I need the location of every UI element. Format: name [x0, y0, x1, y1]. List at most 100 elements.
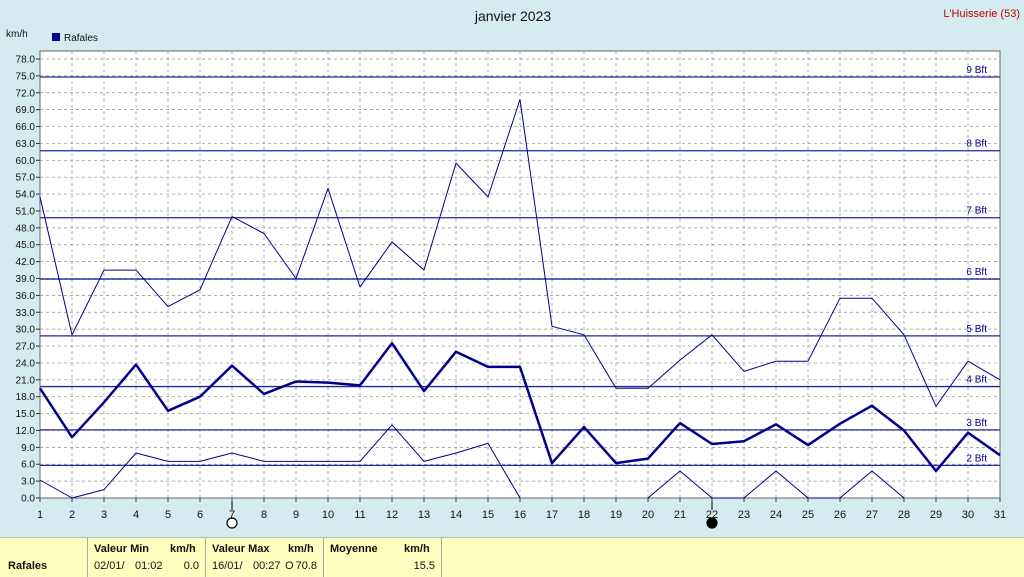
x-tick-label: 20 [642, 509, 654, 521]
max-date: 16/01/ [212, 560, 243, 572]
x-tick-label: 22 [706, 509, 718, 521]
x-tick-label: 11 [354, 509, 365, 521]
x-tick-label: 28 [898, 509, 910, 521]
wind-gust-chart: janvier 2023 L'Huisserie (53) km/h Rafal… [6, 8, 1020, 529]
y-tick-label: 69.0 [16, 105, 36, 116]
y-tick-label: 30.0 [16, 325, 36, 336]
y-tick-label: 18.0 [16, 392, 36, 403]
beaufort-lines: 2 Bft 3 Bft 4 Bft 5 Bft 6 Bft 7 Bft 8 Bft 9 Bft [40, 65, 1000, 467]
avg-unit: km/h [404, 543, 430, 555]
y-tick-label: 60.0 [16, 156, 36, 167]
beaufort-label: 2 Bft [966, 453, 987, 464]
y-tick-label: 66.0 [16, 122, 36, 133]
x-tick-label: 2 [69, 509, 75, 521]
y-tick-label: 42.0 [16, 257, 36, 268]
legend-swatch [52, 33, 60, 41]
y-tick-label: 12.0 [16, 426, 36, 437]
x-tick-label: 27 [866, 509, 878, 521]
x-tick-label: 9 [293, 509, 299, 521]
stats-max-cell: Valeur Max km/h 16/01/ 00:27 O 70.8 [206, 538, 324, 577]
x-tick-label: 14 [450, 509, 462, 521]
y-tick-label: 24.0 [16, 358, 36, 369]
y-tick-label: 6.0 [21, 460, 35, 471]
x-tick-label: 13 [418, 509, 430, 521]
beaufort-label: 3 Bft [966, 418, 987, 429]
x-tick-label: 29 [930, 509, 942, 521]
x-tick-label: 7 [229, 509, 235, 521]
stats-label-cell: Rafales [0, 538, 88, 577]
y-tick-label: 51.0 [16, 206, 36, 217]
x-tick-label: 26 [834, 509, 846, 521]
y-tick-label: 75.0 [16, 71, 36, 82]
beaufort-label: 8 Bft [966, 139, 987, 150]
y-tick-label: 57.0 [16, 173, 36, 184]
y-tick-label: 3.0 [21, 477, 35, 488]
x-tick-label: 1 [37, 509, 43, 521]
x-axis-ticks: 1 2 3 4 5 6 7 8 9 10 11 12 13 14 15 16 17 18 19 20 21 22 23 24 2… [37, 498, 1006, 521]
y-tick-label: 36.0 [16, 291, 36, 302]
beaufort-label: 9 Bft [966, 65, 987, 76]
max-direction: O [285, 560, 294, 572]
beaufort-label: 5 Bft [966, 324, 987, 335]
max-unit: km/h [288, 543, 314, 555]
series-line-min [647, 470, 905, 499]
beaufort-label: 7 Bft [966, 206, 987, 217]
beaufort-label: 4 Bft [966, 375, 987, 386]
x-tick-label: 19 [610, 509, 622, 521]
stats-avg-cell: Moyenne km/h 15.5 [324, 538, 442, 577]
x-tick-label: 8 [261, 509, 267, 521]
y-tick-label: 72.0 [16, 88, 36, 99]
x-tick-label: 4 [133, 509, 139, 521]
series-line-moyenne [38, 341, 1001, 473]
x-tick-label: 12 [386, 509, 398, 521]
y-tick-label: 9.0 [21, 443, 35, 454]
y-tick-label: 21.0 [16, 375, 36, 386]
open-circle-marker [226, 517, 238, 529]
max-time: 00:27 [253, 560, 281, 572]
x-tick-label: 16 [514, 509, 526, 521]
max-value: 70.8 [295, 560, 317, 572]
min-date: 02/01/ [94, 560, 125, 572]
min-time: 01:02 [135, 560, 163, 572]
avg-header: Moyenne [330, 543, 378, 555]
x-tick-label: 3 [101, 509, 107, 521]
stats-bar: Rafales Valeur Min km/h 02/01/ 01:02 0.0… [0, 537, 1024, 577]
x-tick-label: 10 [322, 509, 334, 521]
x-tick-label: 30 [962, 509, 974, 521]
series-line-max [39, 99, 1001, 407]
max-header: Valeur Max [212, 543, 270, 555]
stats-min-cell: Valeur Min km/h 02/01/ 01:02 0.0 [88, 538, 206, 577]
x-tick-label: 18 [578, 509, 590, 521]
series-line-min [39, 424, 521, 499]
filled-circle-marker [706, 517, 718, 529]
y-axis-ticks: 0.0 3.0 6.0 9.0 12.0 15.0 18.0 21.0 24.0 27.0 30.0… [16, 55, 40, 505]
y-tick-label: 48.0 [16, 223, 36, 234]
min-value: 0.0 [183, 560, 199, 572]
y-tick-label: 33.0 [16, 308, 36, 319]
y-axis-unit: km/h [6, 29, 28, 40]
avg-value: 15.5 [413, 560, 435, 572]
y-tick-label: 78.0 [16, 55, 36, 66]
x-tick-label: 6 [197, 509, 203, 521]
x-tick-label: 15 [482, 509, 494, 521]
x-tick-label: 5 [165, 509, 171, 521]
legend-label: Rafales [64, 33, 98, 44]
y-tick-label: 54.0 [16, 190, 36, 201]
chart-title: janvier 2023 [474, 8, 551, 24]
y-tick-label: 39.0 [16, 274, 36, 285]
x-tick-label: 25 [802, 509, 814, 521]
day-markers [226, 502, 718, 529]
y-tick-label: 45.0 [16, 240, 36, 251]
y-tick-label: 15.0 [16, 409, 36, 420]
min-unit: km/h [170, 543, 196, 555]
y-tick-label: 27.0 [16, 342, 36, 353]
stats-row-label: Rafales [8, 560, 48, 572]
x-tick-label: 17 [546, 509, 558, 521]
y-tick-label: 63.0 [16, 139, 36, 150]
x-tick-label: 31 [994, 509, 1006, 521]
min-header: Valeur Min [94, 543, 150, 555]
y-tick-label: 0.0 [21, 494, 35, 505]
x-tick-label: 24 [770, 509, 782, 521]
beaufort-label: 6 Bft [966, 267, 987, 278]
series-group [38, 99, 1001, 499]
